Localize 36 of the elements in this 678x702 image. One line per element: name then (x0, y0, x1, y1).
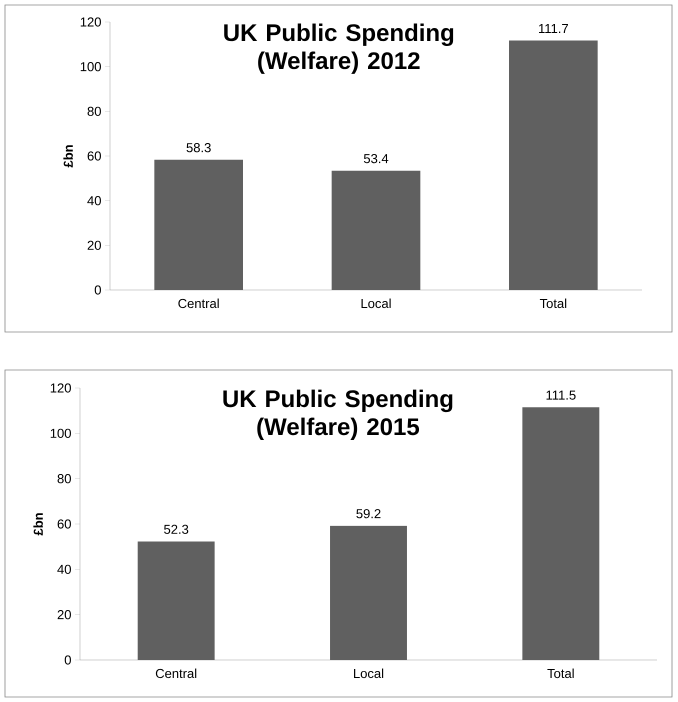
data-label: 111.5 (546, 390, 576, 400)
x-tick-label: Local (362, 298, 391, 308)
x-tick-label: Total (547, 668, 574, 678)
y-tick-label: 100 (80, 62, 101, 72)
y-tick-label: 40 (57, 564, 71, 574)
text: UK Public Spending (Welfare) 2015 (223, 390, 452, 440)
data-label: 52.3 (164, 524, 188, 534)
y-tick-label: 80 (58, 474, 71, 484)
data-label: 111.7 (539, 24, 568, 33)
y-tick-label: 0 (94, 285, 101, 295)
y-tick-label: 40 (87, 196, 101, 206)
bar (522, 407, 600, 660)
y-tick-label: 0 (64, 655, 71, 665)
x-tick-label: Total (540, 298, 566, 308)
x-tick-label: Central (156, 668, 196, 678)
bar (330, 526, 407, 660)
y-tick-label: 20 (58, 610, 71, 620)
y-tick-label: 100 (50, 428, 71, 438)
y-tick-label: 60 (58, 519, 71, 529)
bar (509, 40, 598, 290)
data-label: 58.3 (186, 143, 211, 152)
y-axis-title: £bn (63, 145, 73, 168)
y-tick-label: 80 (88, 106, 101, 116)
y-tick-label: 120 (50, 383, 71, 393)
x-tick-label: Local (354, 668, 384, 678)
data-label: 59.2 (356, 509, 380, 518)
text: UK Public Spending (Welfare) 2012 (224, 24, 454, 74)
y-tick-label: 60 (88, 151, 101, 161)
bar (138, 541, 215, 660)
y-tick-label: 20 (88, 240, 101, 250)
data-label: 53.4 (364, 154, 388, 164)
y-tick-label: 120 (80, 17, 101, 27)
bar (154, 160, 243, 290)
x-tick-label: Central (178, 298, 219, 308)
y-axis-title: £bn (33, 513, 43, 536)
bar (332, 170, 420, 290)
